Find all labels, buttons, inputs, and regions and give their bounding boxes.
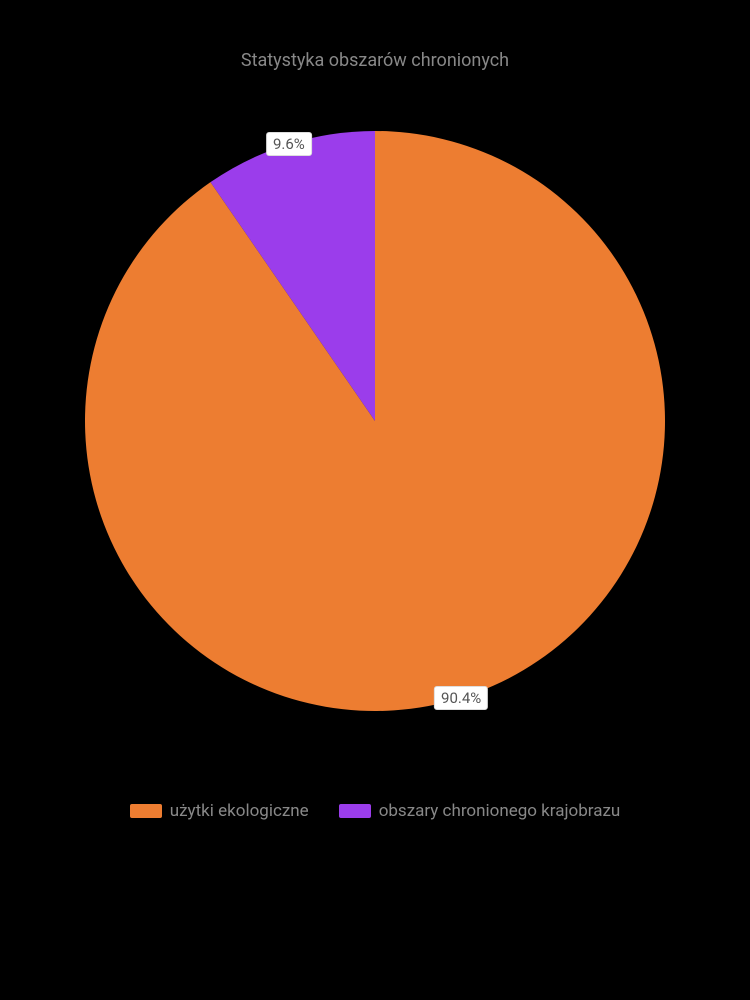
legend-swatch [339, 804, 371, 818]
chart-title: Statystyka obszarów chronionych [241, 50, 509, 71]
legend-label: użytki ekologiczne [170, 801, 309, 821]
pie-svg [85, 131, 665, 711]
pie-chart: 90.4% 9.6% [85, 131, 665, 711]
legend-item: użytki ekologiczne [130, 801, 309, 821]
slice-label: 9.6% [266, 132, 312, 156]
slice-label: 90.4% [434, 686, 488, 710]
legend: użytki ekologiczne obszary chronionego kr… [130, 801, 621, 821]
legend-item: obszary chronionego krajobrazu [339, 801, 621, 821]
legend-swatch [130, 804, 162, 818]
legend-label: obszary chronionego krajobrazu [379, 801, 621, 821]
